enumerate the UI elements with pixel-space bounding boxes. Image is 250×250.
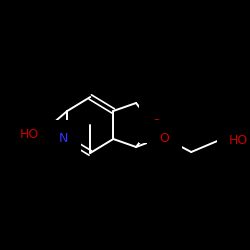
Text: HO: HO bbox=[20, 128, 39, 140]
Text: O: O bbox=[151, 118, 161, 130]
Text: HO: HO bbox=[229, 134, 248, 146]
Text: O: O bbox=[160, 132, 170, 145]
Text: N: N bbox=[59, 132, 68, 145]
